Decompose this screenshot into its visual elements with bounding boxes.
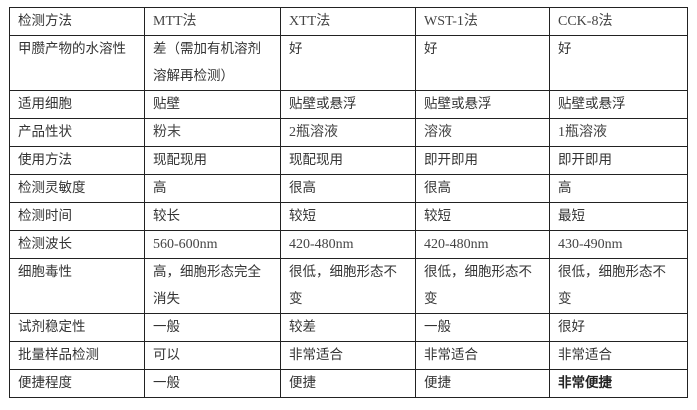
table-cell: 最短	[549, 202, 688, 231]
table-cell: 一般	[415, 313, 550, 342]
row-label-cell: 检测波长	[9, 230, 145, 259]
table-cell: 贴壁或悬浮	[280, 90, 416, 119]
table-cell: 很低，细胞形态不变	[415, 258, 550, 314]
table-cell: 即开即用	[415, 146, 550, 175]
table-row: 检测波长 560-600nm 420-480nm 420-480nm 430-490nm	[9, 230, 688, 259]
table-cell: 贴壁或悬浮	[415, 90, 550, 119]
header-cell: WST-1法	[415, 7, 550, 36]
table-cell: 420-480nm	[280, 230, 416, 259]
row-label-cell: 使用方法	[9, 146, 145, 175]
row-label-cell: 便捷程度	[9, 369, 145, 398]
table-cell: 很低，细胞形态不变	[549, 258, 688, 314]
table-cell: 较差	[280, 313, 416, 342]
table-cell: 高	[144, 174, 281, 203]
row-label-cell: 批量样品检测	[9, 341, 145, 370]
table-cell: 430-490nm	[549, 230, 688, 259]
row-label-cell: 试剂稳定性	[9, 313, 145, 342]
table-cell: 可以	[144, 341, 281, 370]
row-label-cell: 检测时间	[9, 202, 145, 231]
table-cell: 贴壁	[144, 90, 281, 119]
header-cell: XTT法	[280, 7, 416, 36]
table-cell: 便捷	[280, 369, 416, 398]
table-cell: 较短	[415, 202, 550, 231]
table-row: 产品性状 粉末 2瓶溶液 溶液 1瓶溶液	[9, 118, 688, 147]
table-cell: 560-600nm	[144, 230, 281, 259]
table-cell: 420-480nm	[415, 230, 550, 259]
table-cell: 高，细胞形态完全消失	[144, 258, 281, 314]
table-cell: 好	[280, 35, 416, 91]
table-cell: 较长	[144, 202, 281, 231]
table-cell: 1瓶溶液	[549, 118, 688, 147]
table-cell: 粉末	[144, 118, 281, 147]
table-row: 使用方法 现配现用 现配现用 即开即用 即开即用	[9, 146, 688, 175]
table-cell: 一般	[144, 369, 281, 398]
table-cell: 好	[415, 35, 550, 91]
table-cell: 贴壁或悬浮	[549, 90, 688, 119]
table-cell: 差（需加有机溶剂溶解再检测）	[144, 35, 281, 91]
table-row: 试剂稳定性 一般 较差 一般 很好	[9, 313, 688, 342]
header-cell: CCK-8法	[549, 7, 688, 36]
table-cell: 即开即用	[549, 146, 688, 175]
table-row: 便捷程度 一般 便捷 便捷 非常便捷	[9, 369, 688, 398]
table-row: 适用细胞 贴壁 贴壁或悬浮 贴壁或悬浮 贴壁或悬浮	[9, 90, 688, 119]
table-cell: 很高	[280, 174, 416, 203]
table-row: 批量样品检测 可以 非常适合 非常适合 非常适合	[9, 341, 688, 370]
table-cell: 一般	[144, 313, 281, 342]
row-label-cell: 甲臜产物的水溶性	[9, 35, 145, 91]
comparison-table: 检测方法 MTT法 XTT法 WST-1法 CCK-8法 甲臜产物的水溶性 差（需…	[9, 7, 688, 398]
table-cell: 很好	[549, 313, 688, 342]
table-row: 检测灵敏度高很高 很高高	[9, 174, 688, 203]
table-cell: 2瓶溶液	[280, 118, 416, 147]
table-cell: 便捷	[415, 369, 550, 398]
header-cell: 检测方法	[9, 7, 145, 36]
table-cell: 非常适合	[280, 341, 416, 370]
table-row: 细胞毒性 高，细胞形态完全消失 很低，细胞形态不变 很低，细胞形态不变 很低，细胞形态不…	[9, 258, 688, 314]
header-cell: MTT法	[144, 7, 281, 36]
table-cell: 现配现用	[280, 146, 416, 175]
table-cell: 非常便捷	[549, 369, 688, 398]
table-row: 检测时间 较长 较短 较短 最短	[9, 202, 688, 231]
table-cell: 现配现用	[144, 146, 281, 175]
table-cell: 非常适合	[415, 341, 550, 370]
table-cell: 溶液	[415, 118, 550, 147]
table-cell: 高	[549, 174, 688, 203]
table-cell: 很低，细胞形态不变	[280, 258, 416, 314]
row-label-cell: 产品性状	[9, 118, 145, 147]
table-cell: 较短	[280, 202, 416, 231]
table-cell: 非常适合	[549, 341, 688, 370]
table-cell: 好	[549, 35, 688, 91]
row-label-cell: 适用细胞	[9, 90, 145, 119]
row-label-cell: 细胞毒性	[9, 258, 145, 314]
table-row: 甲臜产物的水溶性 差（需加有机溶剂溶解再检测）好好好	[9, 35, 688, 91]
table-header-row: 检测方法 MTT法 XTT法 WST-1法 CCK-8法	[9, 7, 688, 36]
row-label-cell: 检测灵敏度	[9, 174, 145, 203]
table-cell: 很高	[415, 174, 550, 203]
